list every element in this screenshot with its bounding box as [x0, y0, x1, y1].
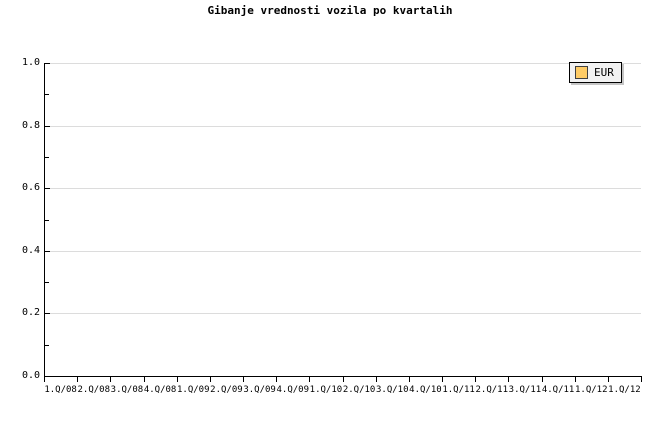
x-axis-tick: [44, 377, 45, 382]
x-axis-tick-label: 1.Q/11: [442, 385, 475, 395]
x-axis-line: [44, 376, 642, 377]
x-axis-tick-label: 4.Q/08: [143, 385, 177, 395]
x-axis-tick-label: 3.Q/11: [508, 385, 542, 395]
x-axis-tick: [542, 377, 543, 382]
y-axis-tick-minor: [45, 156, 49, 158]
y-axis-tick-minor: [45, 282, 49, 284]
y-axis-tick-label: 1.0: [21, 57, 40, 68]
x-axis-tick: [243, 377, 244, 382]
x-axis-tick-label: 1.Q/12: [574, 385, 608, 395]
y-axis-tick-label: 0.8: [21, 119, 40, 131]
y-axis-tick-major: [45, 313, 50, 315]
x-axis-tick-label: 4.Q/10: [409, 385, 442, 395]
x-axis-tick-label: 1.Q/08: [44, 385, 77, 395]
y-axis-line: [44, 63, 45, 377]
legend-swatch-eur: [575, 66, 588, 79]
x-axis-tick-label: 3.Q/10: [375, 385, 409, 395]
y-axis-tick-major: [45, 250, 50, 252]
x-axis-tick: [442, 377, 443, 382]
x-axis-tick: [343, 377, 344, 382]
gridline: [44, 313, 641, 315]
y-axis-tick-label: 0.0: [21, 370, 40, 381]
plot-area: [44, 63, 641, 377]
x-axis-tick: [575, 377, 576, 382]
y-axis-tick-minor: [45, 344, 49, 346]
y-axis-tick-minor: [45, 94, 49, 96]
x-axis-tick: [608, 377, 609, 382]
x-axis-tick: [144, 377, 145, 382]
x-axis-tick: [210, 377, 211, 382]
y-axis-tick-major: [45, 376, 50, 377]
x-axis-tick-label: 2.Q/10: [342, 385, 376, 395]
x-axis-tick: [309, 377, 310, 382]
x-axis-tick: [641, 377, 642, 382]
x-axis-tick-label: 2.Q/08: [77, 385, 111, 395]
x-axis-tick: [508, 377, 509, 382]
x-axis-tick-label: 4.Q/11: [541, 385, 575, 395]
x-axis-tick-label: 3.Q/09: [243, 385, 276, 395]
x-axis-tick: [177, 377, 178, 382]
x-axis-tick-label: 3.Q/08: [110, 385, 144, 395]
x-axis-tick: [376, 377, 377, 382]
y-axis-labels: 0.0 0.2 0.4 0.6 0.8 1.0: [0, 0, 40, 440]
x-axis-tick-label: 1.Q/12: [608, 385, 641, 395]
y-axis-tick-major: [45, 125, 50, 127]
y-axis-tick-label: 0.2: [21, 307, 40, 319]
x-axis-tick-label: 1.Q/09: [176, 385, 210, 395]
x-axis-tick-label: 2.Q/09: [210, 385, 243, 395]
legend[interactable]: EUR: [569, 62, 622, 83]
x-axis-tick-label: 2.Q/11: [475, 385, 509, 395]
legend-label-eur: EUR: [594, 66, 614, 79]
x-axis-tick: [110, 377, 111, 382]
y-axis-tick-minor: [45, 219, 49, 221]
y-axis-tick-label: 0.6: [21, 182, 40, 194]
x-axis-tick: [276, 377, 277, 382]
gridline: [44, 188, 641, 190]
y-axis-tick-major: [45, 63, 50, 64]
chart-title: Gibanje vrednosti vozila po kvartalih: [207, 4, 453, 17]
x-axis-tick: [77, 377, 78, 382]
gridline: [44, 250, 641, 252]
x-axis-tick-label: 4.Q/09: [276, 385, 310, 395]
x-axis-tick: [409, 377, 410, 382]
gridline: [44, 125, 641, 127]
y-axis-tick-major: [45, 188, 50, 190]
y-axis-tick-label: 0.4: [21, 244, 40, 256]
gridline: [44, 63, 641, 64]
x-axis-tick-label: 1.Q/10: [309, 385, 343, 395]
x-axis-tick: [475, 377, 476, 382]
